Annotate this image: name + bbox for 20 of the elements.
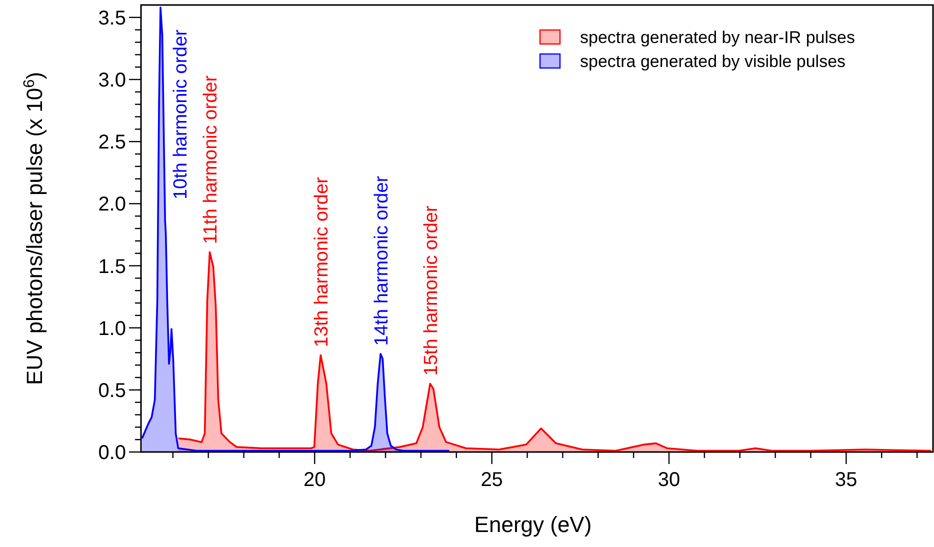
y-tick-label: 1.5 xyxy=(98,256,126,278)
annotation: 13th harmonic order xyxy=(312,176,333,348)
y-tick-label: 3.0 xyxy=(98,70,126,92)
annotation: 15th harmonic order xyxy=(421,205,442,376)
legend-label: spectra generated by near-IR pulses xyxy=(580,28,855,47)
y-tick-label: 0.0 xyxy=(98,442,126,464)
y-tick-label: 1.0 xyxy=(98,318,126,340)
y-tick-label: 0.5 xyxy=(98,380,126,402)
x-tick-label: 30 xyxy=(658,469,680,491)
x-axis-title: Energy (eV) xyxy=(474,512,592,537)
y-tick-label: 2.5 xyxy=(98,132,126,154)
annotation: 11th harmonic order xyxy=(200,74,222,244)
x-tick-label: 35 xyxy=(835,469,858,491)
y-tick-label: 2.0 xyxy=(98,194,126,216)
annotation: 14th harmonic order xyxy=(372,175,393,346)
x-tick-label: 20 xyxy=(304,469,326,491)
annotation: 10th harmonic order xyxy=(170,28,192,200)
x-tick-label: 25 xyxy=(480,469,503,491)
legend-label: spectra generated by visible pulses xyxy=(580,52,846,71)
y-tick-label: 3.5 xyxy=(98,7,126,30)
